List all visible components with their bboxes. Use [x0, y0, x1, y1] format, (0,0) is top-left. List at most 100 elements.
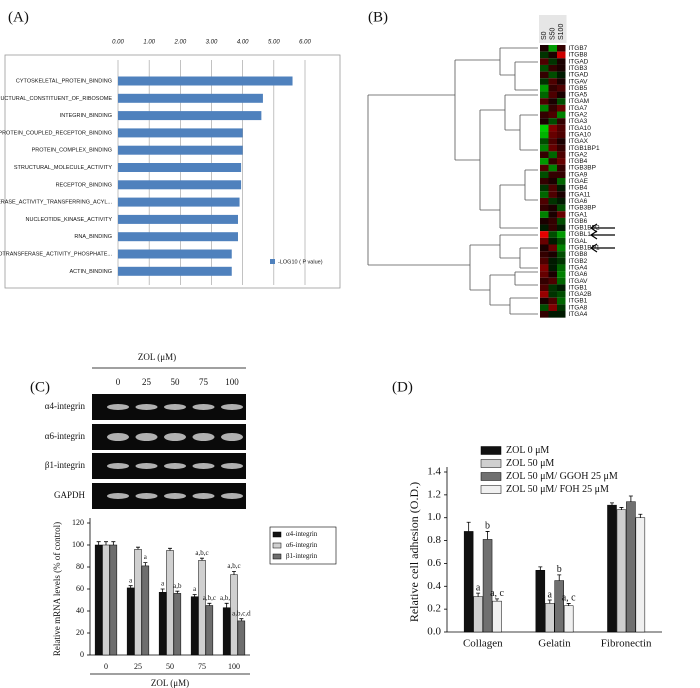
heatmap-cell: [548, 78, 557, 85]
significance-label: a: [548, 589, 553, 600]
heatmap-cell: [557, 217, 566, 225]
error-bar: [547, 599, 552, 604]
bar: [626, 501, 636, 633]
gel-band: [107, 463, 129, 469]
panel-label: (A): [8, 9, 29, 25]
bar: [482, 539, 493, 633]
error-bar: [638, 513, 643, 518]
heatmap-cell: [540, 58, 549, 65]
heatmap-cell: [548, 151, 557, 159]
heatmap-cell: [540, 138, 549, 145]
lane-label: 75: [199, 377, 209, 387]
error-bar: [239, 618, 244, 621]
error-bar: [232, 571, 236, 575]
significance-label: b: [557, 564, 562, 575]
heatmap-cell: [540, 204, 549, 212]
bar: [118, 145, 243, 155]
row-label: ITGAE: [569, 178, 589, 185]
y-tick-label: 1.4: [427, 466, 441, 478]
gel-band: [164, 463, 186, 469]
heatmap-cell: [557, 311, 566, 318]
row-label: ITGB6: [569, 218, 588, 225]
heatmap-cell: [557, 224, 566, 232]
bar: [118, 249, 232, 259]
heatmap-cell: [548, 58, 557, 65]
heatmap-cell: [540, 64, 549, 72]
lane-label: 25: [142, 377, 152, 387]
heatmap-cell: [548, 64, 557, 72]
panel-label: (B): [368, 9, 388, 25]
heatmap-cell: [540, 237, 549, 245]
gel-title: ZOL (μM): [138, 352, 176, 362]
row-label: ITGA7: [569, 105, 588, 112]
heatmap-cell: [540, 104, 549, 112]
column-header-bg: [539, 15, 567, 43]
bar: [545, 603, 555, 633]
bar: [102, 544, 110, 656]
heatmap-cell: [540, 264, 549, 272]
legend-label: ZOL 50 μM/ GGOH 25 μM: [506, 471, 618, 482]
heatmap-cell: [540, 144, 549, 152]
heatmap-cell: [548, 277, 557, 285]
y-tick-label: 20: [76, 628, 84, 637]
bar: [109, 544, 118, 656]
gel-band: [164, 493, 186, 499]
row-label: ITGB4: [569, 185, 588, 192]
heatmap-cell: [540, 178, 549, 185]
bar: [607, 504, 617, 633]
significance-label: a: [193, 585, 197, 593]
x-tick-label: Collagen: [463, 638, 503, 650]
y-axis-label: Relative mRNA levels (% of control): [52, 522, 62, 656]
y-tick-label: 100: [72, 540, 84, 549]
heatmap-cell: [557, 71, 566, 79]
error-bar: [168, 547, 172, 551]
row-label: ITGB8: [569, 52, 588, 59]
gel-band: [221, 404, 243, 410]
significance-label: a,b,c,d: [232, 609, 251, 617]
x-tick-label: 2.00: [173, 40, 186, 46]
bar: [190, 596, 199, 656]
bar: [616, 509, 627, 633]
legend-swatch: [272, 531, 282, 538]
heatmap-cell: [557, 204, 566, 212]
heatmap-cell: [548, 164, 557, 172]
x-tick-label: 4.00: [237, 40, 249, 46]
y-tick-label: 0.0: [427, 626, 441, 638]
bar: [94, 544, 103, 656]
heatmap-cell: [540, 124, 549, 132]
category-label: CYTOSKELETAL_PROTEIN_BINDING: [16, 78, 112, 84]
gel-band: [107, 493, 129, 499]
row-label: ITGB7: [569, 45, 588, 52]
heatmap-cell: [557, 191, 566, 198]
legend-swatch: [480, 446, 502, 455]
row-label: ITGB1: [569, 298, 588, 305]
heatmap-cell: [548, 271, 557, 278]
error-bar: [609, 502, 614, 506]
bar: [237, 620, 246, 656]
heatmap-cell: [557, 91, 566, 99]
error-bar: [175, 590, 180, 594]
heatmap-cell: [548, 118, 557, 125]
heatmap-cell: [548, 131, 557, 139]
row-label: ITGB1BP1: [569, 145, 600, 152]
error-bar: [495, 598, 500, 602]
legend-swatch: [272, 553, 282, 560]
heatmap-cell: [557, 171, 566, 178]
heatmap-cell: [548, 45, 557, 52]
error-bar: [207, 602, 212, 606]
error-bar: [160, 588, 165, 593]
gel-row-label: α4-integrin: [45, 401, 86, 411]
heatmap-cell: [548, 104, 557, 112]
row-label: ITGB3: [569, 65, 588, 72]
significance-label: a: [144, 553, 148, 561]
heatmap-cell: [540, 71, 549, 79]
error-bar: [538, 566, 543, 571]
error-bar: [96, 541, 101, 545]
bar: [118, 232, 238, 242]
row-label: ITGB2: [569, 258, 588, 265]
gel-band: [192, 433, 215, 441]
legend-label: α6-integrin: [286, 541, 318, 549]
x-tick-label: 1.00: [143, 40, 155, 46]
row-label: ITGB3BP: [569, 165, 596, 172]
row-label: ITGA10: [569, 131, 592, 138]
